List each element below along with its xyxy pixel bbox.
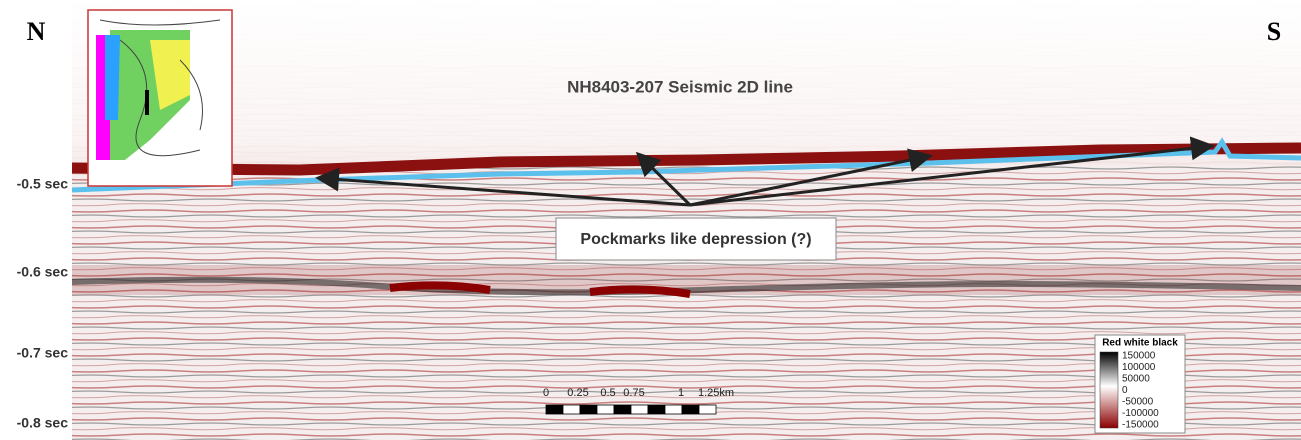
scale-segment	[563, 405, 580, 414]
legend-label: 50000	[1122, 374, 1150, 385]
scale-segment	[614, 405, 631, 414]
legend-label: -100000	[1122, 408, 1159, 419]
annotation: Pockmarks like depression (?)	[580, 231, 811, 248]
scale-segment	[648, 405, 665, 414]
scale-label: 0.25	[567, 387, 588, 399]
time-label: -0.7 sec	[17, 345, 69, 361]
legend-label: 0	[1122, 385, 1128, 396]
scale-segment	[699, 405, 716, 414]
legend-label: 150000	[1122, 351, 1156, 362]
scale-label: 0	[543, 387, 549, 399]
scale-segment	[597, 405, 614, 414]
north-label: N	[27, 17, 46, 46]
line-title: NH8403-207 Seismic 2D line	[567, 77, 793, 96]
time-label: -0.6 sec	[17, 264, 69, 280]
scale-label: 0.5	[600, 387, 615, 399]
south-label: S	[1267, 17, 1281, 46]
color-legend: Red white black 150000100000500000-50000…	[1095, 335, 1185, 433]
scale-label: 0.75	[623, 387, 644, 399]
legend-label: -150000	[1122, 420, 1159, 431]
scale-label: 1.25km	[698, 387, 734, 399]
scale-segment	[631, 405, 648, 414]
scale-segment	[580, 405, 597, 414]
legend-title: Red white black	[1102, 338, 1178, 349]
scale-segment	[682, 405, 699, 414]
location-map	[88, 10, 232, 186]
time-label: -0.5 sec	[17, 176, 69, 192]
legend-label: 100000	[1122, 362, 1156, 373]
time-axis: -0.5 sec -0.6 sec -0.7 sec -0.8 sec	[17, 176, 69, 431]
scale-segment	[546, 405, 563, 414]
seismic-figure: N S NH8403-207 Seismic 2D line Pockmarks…	[0, 0, 1301, 440]
time-label: -0.8 sec	[17, 415, 69, 431]
legend-label: -50000	[1122, 397, 1154, 408]
scale-segment	[665, 405, 682, 414]
scale-label: 1	[678, 387, 684, 399]
